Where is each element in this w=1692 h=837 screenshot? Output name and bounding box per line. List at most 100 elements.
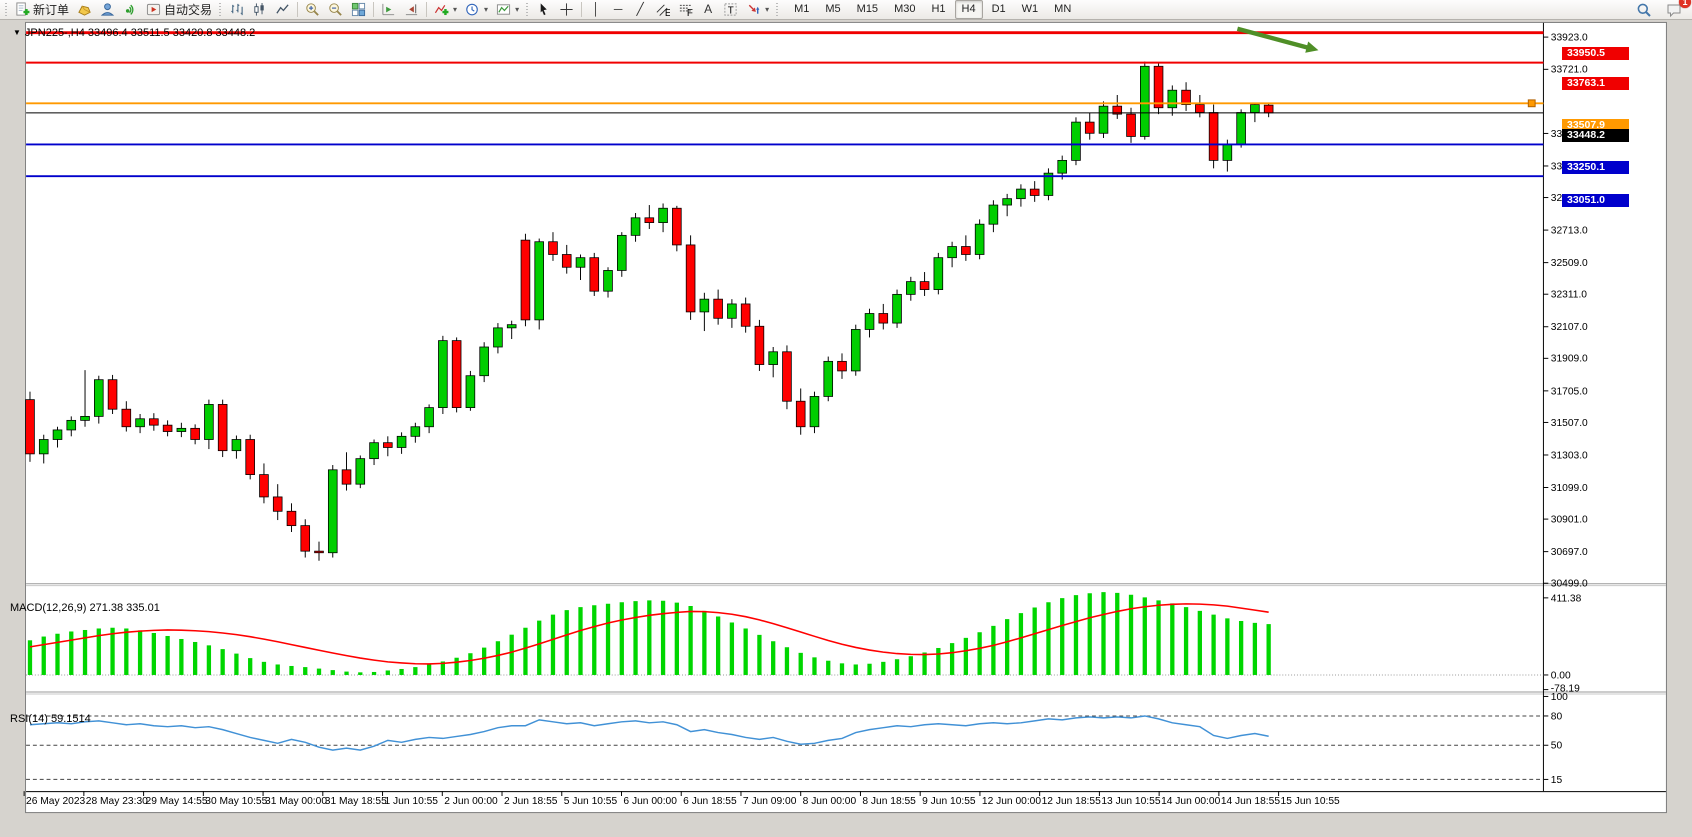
community-button[interactable] [96,0,119,20]
macd-histogram-bar [1170,603,1175,675]
chat-button[interactable]: 1 [1662,0,1691,20]
horizontal-line-button[interactable]: ─ [607,0,629,20]
macd-histogram-bar [674,602,679,675]
candle-down [286,510,297,527]
chart-plot-area[interactable] [26,22,1543,792]
price-tick-label: 32713.0 [1551,226,1588,237]
timeframe-h1[interactable]: H1 [931,3,946,15]
candle-up [658,207,668,223]
equidistant-channel-button[interactable]: E [651,0,674,20]
macd-histogram-bar [812,657,817,675]
timeframe-m15[interactable]: M15 [856,3,879,15]
candle-up [94,379,104,417]
text-button[interactable]: A [697,0,719,20]
signals-button[interactable] [119,0,142,20]
toolbar-grip [525,2,531,17]
timeframe-m1[interactable]: M1 [794,3,810,15]
search-button[interactable] [1632,0,1656,20]
candle-up [369,442,379,460]
timeframe-m30[interactable]: M30 [894,3,916,15]
candle-down [25,399,35,455]
candle-down [1195,104,1205,113]
macd-histogram-bar [771,641,776,675]
bar-chart-button[interactable] [225,0,248,20]
candlestick-chart-button[interactable] [248,0,271,20]
timeframe-w1[interactable]: W1 [1021,3,1039,15]
gold-chart-button[interactable] [73,0,96,20]
macd-histogram-bar [839,663,845,675]
candle-down [149,418,159,426]
macd-histogram-bar [124,628,129,675]
macd-axis-label: 0.00 [1551,670,1571,681]
toolbar-grip [775,2,781,17]
chart-shift-button[interactable] [400,0,423,20]
macd-histogram-bar [206,645,212,675]
line-chart-button[interactable] [271,0,294,20]
macd-histogram-bar [275,664,280,675]
candle-up [66,419,77,431]
arrows-icon [748,4,760,14]
bar-chart-icon [231,3,243,16]
candle-up [396,435,407,448]
arrows-button[interactable]: ▾ [742,0,773,20]
auto-scroll-button[interactable] [377,0,400,20]
annotation-arrow-head[interactable] [1305,41,1319,53]
svg-text:E: E [665,8,670,17]
macd-histogram-bar [1183,607,1189,675]
time-tick-label: 2 Jun 00:00 [444,796,498,807]
macd-histogram-bar [69,631,74,675]
price-tick-label: 31507.0 [1551,418,1588,429]
candle-up [231,439,242,452]
tile-windows-button[interactable] [347,0,370,20]
candle-up [850,329,861,372]
indicators-button[interactable]: ▾ [430,0,461,20]
templates-button[interactable]: ▾ [492,0,523,20]
macd-histogram-bar [440,661,446,675]
time-tick-label: 26 May 2023 [26,796,85,807]
macd-histogram-bar [592,605,597,675]
crosshair-button[interactable] [555,0,578,20]
candle-down [672,207,682,246]
signals-icon [125,4,134,15]
candle-down [383,442,393,448]
text-label-button[interactable]: T [719,0,742,20]
macd-histogram-bar [151,632,156,675]
autotrading-icon [146,3,161,16]
annotation-arrow[interactable] [1236,26,1310,50]
zoom-out-button[interactable] [324,0,347,20]
candle-up [988,204,999,225]
candle-up [534,241,544,321]
candle-up [1098,105,1109,134]
candle-down [1153,65,1164,109]
timeframe-h4[interactable]: H4 [954,0,983,19]
macd-histogram-bar [605,603,611,675]
cursor-button[interactable] [532,0,555,20]
vertical-line-button[interactable]: │ [585,0,607,20]
hline-price-label[interactable]: 33250.1 [1562,160,1629,174]
candle-down [548,241,558,255]
candle-up [1236,112,1246,145]
candle-up [974,223,985,255]
hline-price-label[interactable]: 33950.5 [1562,46,1629,60]
new-order-button[interactable]: 新订单 [11,0,73,20]
trendline-button[interactable]: ╱ [629,0,651,20]
macd-histogram-bar [1032,607,1037,675]
hline-price-label[interactable]: 33051.0 [1562,193,1629,207]
autotrading-button[interactable]: 自动交易 [142,0,216,20]
macd-histogram-bar [1005,619,1010,675]
time-tick-label: 13 Jun 10:55 [1101,796,1160,807]
timeframe-m5[interactable]: M5 [825,3,841,15]
order-line-handle[interactable] [1527,99,1536,108]
hline-price-label[interactable]: 33763.1 [1562,77,1629,91]
text-label-icon: T [724,3,737,16]
zoom-in-button[interactable] [301,0,324,20]
time-tick-label: 12 Jun 18:55 [1042,796,1101,807]
chart-shift-icon [405,4,418,16]
fibonacci-button[interactable]: F [674,0,697,20]
candle-down [795,400,806,428]
timeframe-d1[interactable]: D1 [991,3,1006,15]
symbol-dropdown-icon[interactable]: ▼ [13,28,21,37]
timeframe-mn[interactable]: MN [1054,3,1072,15]
macd-histogram-bar [1252,622,1258,675]
periods-button[interactable]: ▾ [461,0,492,20]
